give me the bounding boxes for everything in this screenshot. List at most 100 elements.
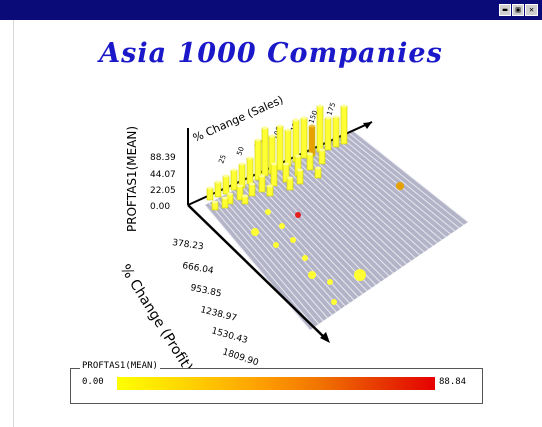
scatter-dot	[295, 212, 301, 218]
scatter-dot	[265, 209, 271, 215]
bar	[236, 184, 244, 201]
bar	[314, 166, 322, 179]
depth-axis-arrow-icon	[320, 332, 330, 343]
bar	[270, 162, 278, 187]
bar	[286, 176, 294, 191]
floor-stripe	[331, 140, 447, 238]
bar	[340, 104, 348, 145]
bar	[282, 162, 290, 183]
floor-stripe	[253, 179, 364, 295]
legend-min-value: 0.00	[82, 377, 104, 387]
floor-stripe	[302, 154, 416, 259]
dots-group	[251, 182, 404, 305]
floor-stripe	[237, 187, 346, 307]
floor-stripe	[208, 202, 315, 328]
scatter-dot	[302, 255, 308, 261]
floor-stripe	[294, 158, 407, 265]
scatter-dot	[251, 228, 259, 236]
floor-stripe	[335, 137, 451, 235]
depth-tick-label: 953.85	[189, 283, 222, 299]
back-axis-arrow-icon	[363, 122, 372, 129]
floor-stripe	[229, 192, 337, 313]
bar	[211, 200, 219, 211]
floor-stripe	[347, 131, 464, 226]
maximize-button[interactable]: ▣	[512, 4, 524, 16]
legend-color-gradient	[117, 377, 435, 390]
floor-stripe	[278, 167, 390, 277]
bar	[306, 152, 314, 171]
floor-stripe	[245, 183, 355, 301]
floor-stripe	[249, 181, 359, 298]
scatter-dot	[327, 279, 333, 285]
floor-stripe	[323, 144, 438, 244]
floor-stripe	[327, 142, 442, 241]
floor-stripe	[257, 177, 368, 292]
floor-stripe	[216, 198, 324, 322]
bar	[214, 180, 222, 198]
bar	[300, 116, 308, 159]
floor-stripes	[204, 129, 469, 331]
z-tick-label: 22.05	[150, 186, 176, 196]
floor-stripe	[310, 150, 425, 253]
scatter-dot	[290, 237, 296, 243]
floor-stripe	[220, 196, 328, 319]
bar	[221, 196, 229, 209]
depth-tick-label: 1530.43	[210, 326, 249, 346]
scatter-dot	[354, 269, 366, 281]
depth-tick-label: 378.23	[172, 238, 205, 252]
bar	[316, 104, 324, 153]
floor-stripe	[212, 200, 320, 325]
z-tick-label: 44.07	[150, 170, 176, 180]
close-button[interactable]: ✕	[525, 4, 538, 16]
bar	[266, 184, 274, 197]
bar	[296, 168, 304, 185]
floor-stripe	[290, 160, 403, 268]
back-tick-label: 25	[217, 154, 228, 165]
floor-stripe	[306, 152, 421, 256]
bar	[324, 116, 332, 151]
bar	[230, 168, 238, 191]
z-tick-label: 0.00	[150, 202, 170, 212]
bar	[261, 126, 269, 177]
scatter-dot	[279, 223, 285, 229]
floor-stripe	[286, 162, 399, 271]
floor-stripe	[314, 148, 429, 250]
bar	[318, 148, 326, 165]
back-tick-label: 50	[235, 146, 246, 157]
bar	[258, 174, 266, 193]
floor-stripe	[343, 133, 460, 229]
bar	[254, 138, 262, 181]
floor-stripe	[265, 173, 377, 286]
floor-stripe	[319, 146, 434, 247]
depth-tick-label: 1809.90	[221, 347, 260, 368]
bar	[276, 124, 284, 171]
chart-title: Asia 1000 Companies	[99, 38, 443, 69]
window-left-border	[0, 20, 14, 427]
depth-axis-line	[187, 204, 328, 341]
bar	[308, 124, 316, 157]
minimize-button[interactable]: ▬	[499, 4, 511, 16]
floor-stripe	[351, 129, 469, 223]
floor-stripe	[204, 204, 311, 331]
bar	[246, 156, 254, 185]
z-axis-title: PROFTAS1(MEAN)	[125, 126, 139, 232]
legend-max-value: 88.84	[439, 377, 467, 387]
bar	[248, 182, 256, 197]
bar	[238, 162, 246, 189]
scatter-dot	[396, 182, 404, 190]
floor-stripe	[225, 194, 333, 316]
depth-axis-title: % Change (Profit)	[117, 262, 196, 375]
bar	[332, 115, 340, 148]
legend-title: PROFTAS1(MEAN)	[80, 361, 160, 371]
scatter-dot	[308, 271, 316, 279]
bars-group	[206, 104, 348, 211]
floor-stripe	[233, 190, 342, 310]
scatter-dot	[273, 242, 279, 248]
z-tick-label: 88.39	[150, 153, 176, 163]
depth-tick-label: 666.04	[181, 261, 214, 276]
bar	[241, 194, 249, 205]
scatter-dot	[331, 299, 337, 305]
floor-stripe	[261, 175, 372, 289]
bar	[222, 174, 230, 195]
